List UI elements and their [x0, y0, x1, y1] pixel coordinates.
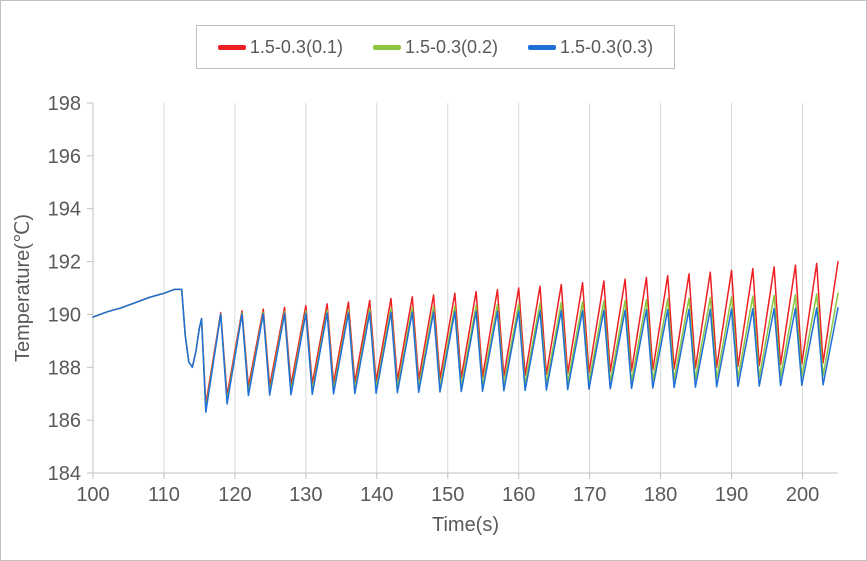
- legend-swatch-3: [528, 45, 556, 50]
- svg-text:198: 198: [48, 93, 81, 115]
- legend-item-2: 1.5-0.3(0.2): [373, 37, 498, 58]
- svg-text:Time(s): Time(s): [432, 514, 499, 536]
- svg-text:180: 180: [644, 484, 677, 506]
- svg-text:192: 192: [48, 252, 81, 274]
- svg-text:190: 190: [715, 484, 748, 506]
- svg-text:194: 194: [48, 199, 81, 221]
- legend-label-2: 1.5-0.3(0.2): [405, 37, 498, 58]
- chart-card: 1.5-0.3(0.1) 1.5-0.3(0.2) 1.5-0.3(0.3) 1…: [0, 0, 867, 561]
- legend-label-3: 1.5-0.3(0.3): [560, 37, 653, 58]
- svg-text:140: 140: [360, 484, 393, 506]
- svg-text:190: 190: [48, 304, 81, 326]
- legend-label-1: 1.5-0.3(0.1): [250, 37, 343, 58]
- svg-text:186: 186: [48, 410, 81, 432]
- svg-text:200: 200: [786, 484, 819, 506]
- svg-text:196: 196: [48, 146, 81, 168]
- svg-text:120: 120: [218, 484, 251, 506]
- svg-text:110: 110: [148, 484, 180, 506]
- svg-text:Temperature(℃): Temperature(℃): [12, 214, 34, 362]
- svg-text:100: 100: [76, 484, 109, 506]
- legend-swatch-2: [373, 45, 401, 50]
- line-chart-svg: 100 110 120 130 140 150 160 170 180 190 200 184 186 1…: [1, 91, 867, 551]
- svg-text:188: 188: [48, 357, 81, 379]
- svg-text:130: 130: [289, 484, 322, 506]
- plot-area: 100 110 120 130 140 150 160 170 180 190 200 184 186 1…: [1, 91, 867, 551]
- svg-text:170: 170: [573, 484, 606, 506]
- svg-text:184: 184: [48, 463, 81, 485]
- legend-swatch-1: [218, 45, 246, 50]
- svg-text:150: 150: [431, 484, 464, 506]
- legend: 1.5-0.3(0.1) 1.5-0.3(0.2) 1.5-0.3(0.3): [196, 25, 675, 69]
- svg-text:160: 160: [502, 484, 535, 506]
- legend-item-3: 1.5-0.3(0.3): [528, 37, 653, 58]
- legend-item-1: 1.5-0.3(0.1): [218, 37, 343, 58]
